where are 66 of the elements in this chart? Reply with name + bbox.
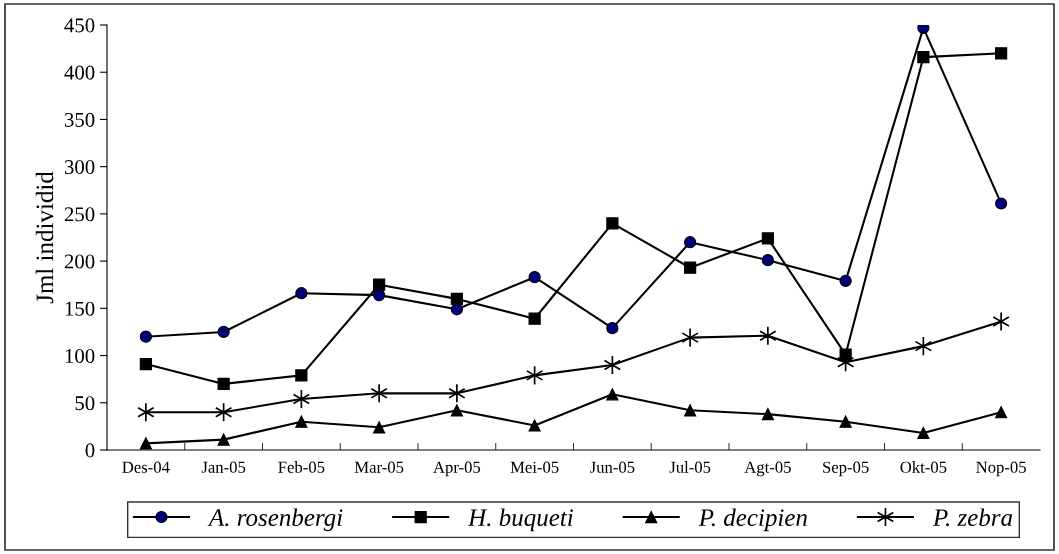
point <box>839 415 852 428</box>
point <box>528 312 541 325</box>
point <box>684 236 697 249</box>
y-tick-label: 300 <box>64 160 95 175</box>
point <box>759 325 777 346</box>
point <box>995 47 1008 60</box>
legend-label: P. decipien <box>698 508 807 532</box>
point <box>606 388 619 401</box>
x-tick-label: Mei-05 <box>510 461 559 473</box>
point <box>995 197 1008 210</box>
point <box>295 287 308 300</box>
point <box>450 404 463 417</box>
point <box>761 408 774 421</box>
y-tick-label: 400 <box>64 65 95 80</box>
x-tick-label: Apr-05 <box>433 461 481 477</box>
y-tick-label: 50 <box>75 396 95 411</box>
point <box>681 327 699 348</box>
x-tick-label: Des-04 <box>122 461 170 473</box>
point <box>917 426 930 440</box>
y-axis-title: Jml individid <box>35 171 54 304</box>
point <box>528 419 541 432</box>
point <box>139 357 152 371</box>
point <box>606 217 619 230</box>
y-tick-label: 200 <box>64 254 95 269</box>
y-tick-label: 150 <box>65 301 95 316</box>
point <box>373 421 386 434</box>
y-tick-label: 350 <box>64 112 95 127</box>
point <box>217 325 230 339</box>
x-tick-label: Nop-05 <box>976 461 1026 477</box>
point <box>450 292 463 305</box>
point <box>448 383 466 404</box>
point <box>373 278 386 291</box>
x-tick-label: Agt-05 <box>744 461 791 477</box>
x-tick-label: Mar-05 <box>354 461 404 473</box>
point <box>370 383 388 404</box>
point <box>917 51 930 64</box>
point <box>373 289 386 302</box>
point <box>995 406 1008 419</box>
point <box>761 232 774 245</box>
y-tick-label: 0 <box>85 443 95 458</box>
point <box>528 271 541 284</box>
x-tick-label: Okt-05 <box>900 461 947 473</box>
x-tick-label: Feb-05 <box>278 461 325 473</box>
point <box>684 404 697 417</box>
point <box>992 311 1010 332</box>
x-tick-label: Jun-05 <box>590 461 635 473</box>
legend-label: H. buqueti <box>467 508 573 532</box>
point <box>217 377 230 390</box>
point <box>684 261 697 274</box>
point <box>217 433 230 446</box>
point <box>139 330 152 343</box>
point <box>606 322 619 335</box>
point <box>295 369 308 382</box>
x-tick-label: Jul-05 <box>669 461 711 473</box>
x-tick-label: Sep-05 <box>823 461 869 477</box>
point <box>137 402 155 423</box>
legend-label: A. rosenbergi <box>207 508 343 532</box>
x-tick-label: Jan-05 <box>201 461 246 473</box>
y-tick-label: 250 <box>64 207 95 222</box>
point <box>295 415 308 428</box>
point <box>839 274 852 288</box>
legend-label: P. zebra <box>932 508 1013 527</box>
y-tick-label: 450 <box>64 18 95 33</box>
point <box>139 437 152 450</box>
point <box>761 254 774 267</box>
y-tick-label: 100 <box>65 348 95 363</box>
